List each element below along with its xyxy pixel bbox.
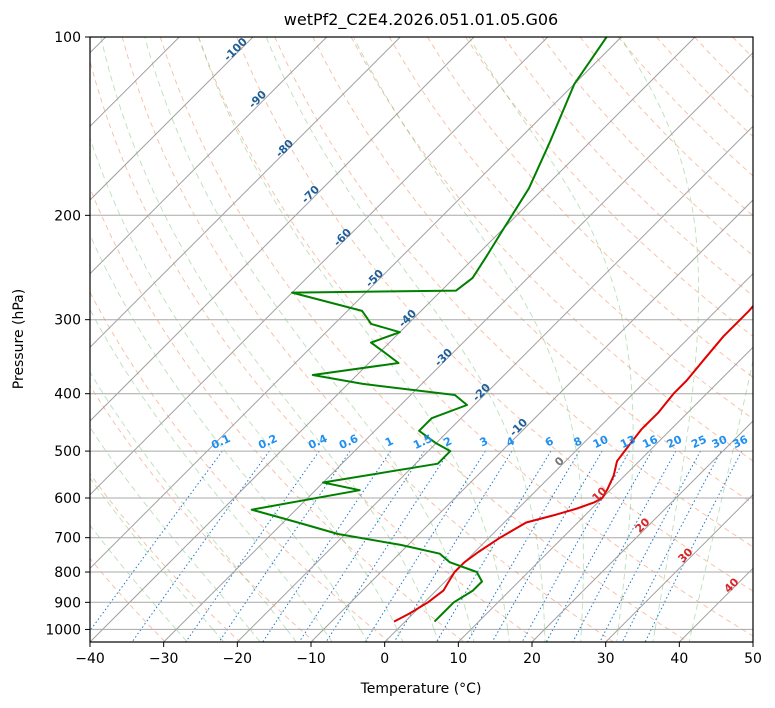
mixing-ratio-label: 16 [640,433,660,451]
mixing-ratio-label: 36 [731,433,751,451]
mixing-ratio-line [545,450,653,642]
mixing-ratio-label: 20 [665,433,685,451]
mixing-ratio-line [491,450,603,642]
moist-adiabat-line [144,37,475,642]
x-tick-label: 50 [744,651,762,667]
y-tick-label: 400 [54,387,81,403]
dry-adiabat-line [312,37,753,505]
x-tick-label: 20 [523,651,541,667]
x-tick-label: 0 [380,651,389,667]
tick-layer: −40 −30 −20 −10 0 10 20 30 40 50 100 200 300 400 500 60… [45,30,762,667]
y-tick-label: 300 [54,313,81,329]
moist-adiabat-line [90,234,369,642]
isotherm-line [163,51,753,642]
mixing-ratio-label: 25 [689,433,708,451]
dry-adiabat-line [90,473,241,642]
isotherm-line [90,37,328,275]
moist-adiabat-line [90,477,225,642]
moist-adiabat-line [353,37,584,642]
profile-layer [250,37,753,623]
isotherm-line [384,272,753,642]
mixing-ratio-line [185,450,320,642]
x-tick-label: −20 [223,651,253,667]
x-tick-label: 10 [449,651,467,667]
isotherm-line [531,420,753,642]
mixing-ratio-line [521,450,630,642]
y-tick-label: 500 [54,444,81,460]
moist-adiabat-line [620,37,700,642]
dry-adiabat-line [90,291,390,642]
y-axis-label: Pressure (hPa) [11,289,27,389]
dry-adiabat-line [350,37,753,462]
dewpoint-profile-line [250,37,608,623]
x-tick-label: −30 [149,651,179,667]
mixing-ratio-line [298,450,425,642]
y-tick-label: 1000 [45,622,81,638]
mixing-ratio-line [218,450,351,642]
y-tick-label: 800 [54,565,81,581]
dry-adiabat-line [503,37,753,297]
moist-adiabat-line [90,136,404,642]
mixing-ratio-label: 30 [710,433,730,451]
moist-adiabat-line [90,371,297,642]
mixing-ratio-line [599,450,701,642]
isotherm-line [310,199,753,642]
moist-adiabat-line [90,426,261,642]
mixing-ratio-line [90,450,223,632]
x-tick-label: 30 [597,651,615,667]
temperature-profile-line [393,304,753,623]
moist-adiabat-line [688,358,753,642]
mixing-ratio-line [621,450,722,642]
isotherm-line [457,346,753,642]
x-tick-label: 40 [670,651,688,667]
mixing-ratio-line [572,450,677,642]
y-tick-label: 900 [54,595,81,611]
chart-title: wetPf2_C2E4.2026.051.01.05.G06 [284,10,558,30]
isotherm-line [90,37,696,642]
isopleth-layer [90,37,753,642]
mixing-ratio-line [644,450,743,642]
moist-adiabat-line [90,308,333,642]
isotherm-line [90,37,622,570]
plot-frame [89,36,754,643]
x-axis-label: Temperature (°C) [360,681,482,697]
moist-adiabat-line [198,37,510,642]
isotherm-line [90,37,254,201]
moist-adiabat-line [265,37,546,642]
grid-layer [90,37,753,642]
dry-adiabat-line [90,557,166,642]
y-tick-label: 600 [54,491,81,507]
mixing-ratio-label: 13 [618,433,637,451]
moist-adiabat-line [468,37,634,642]
isotherm-line [605,493,753,642]
isotherm-line [90,37,475,422]
dry-adiabat-line [90,384,315,642]
dry-adiabat-line [121,37,614,642]
dry-adiabat-line [90,59,540,642]
dry-adiabat-line [90,186,465,642]
isotherm-line [90,37,401,349]
x-tick-label: −10 [296,651,326,667]
x-tick-label: −40 [75,651,105,667]
dry-adiabat-line [236,37,753,592]
y-tick-label: 200 [54,208,81,224]
isotherm-line [236,125,753,642]
y-tick-label: 700 [54,531,81,547]
y-tick-label: 100 [54,30,81,46]
dry-adiabat-line [274,37,753,548]
isotherm-line [90,37,549,496]
plot-area-background [90,37,753,642]
moist-adiabat-line [90,524,188,642]
mixing-ratio-line [262,450,392,642]
mixing-ratio-label: 10 [591,433,611,451]
dry-adiabat-line [198,37,753,637]
